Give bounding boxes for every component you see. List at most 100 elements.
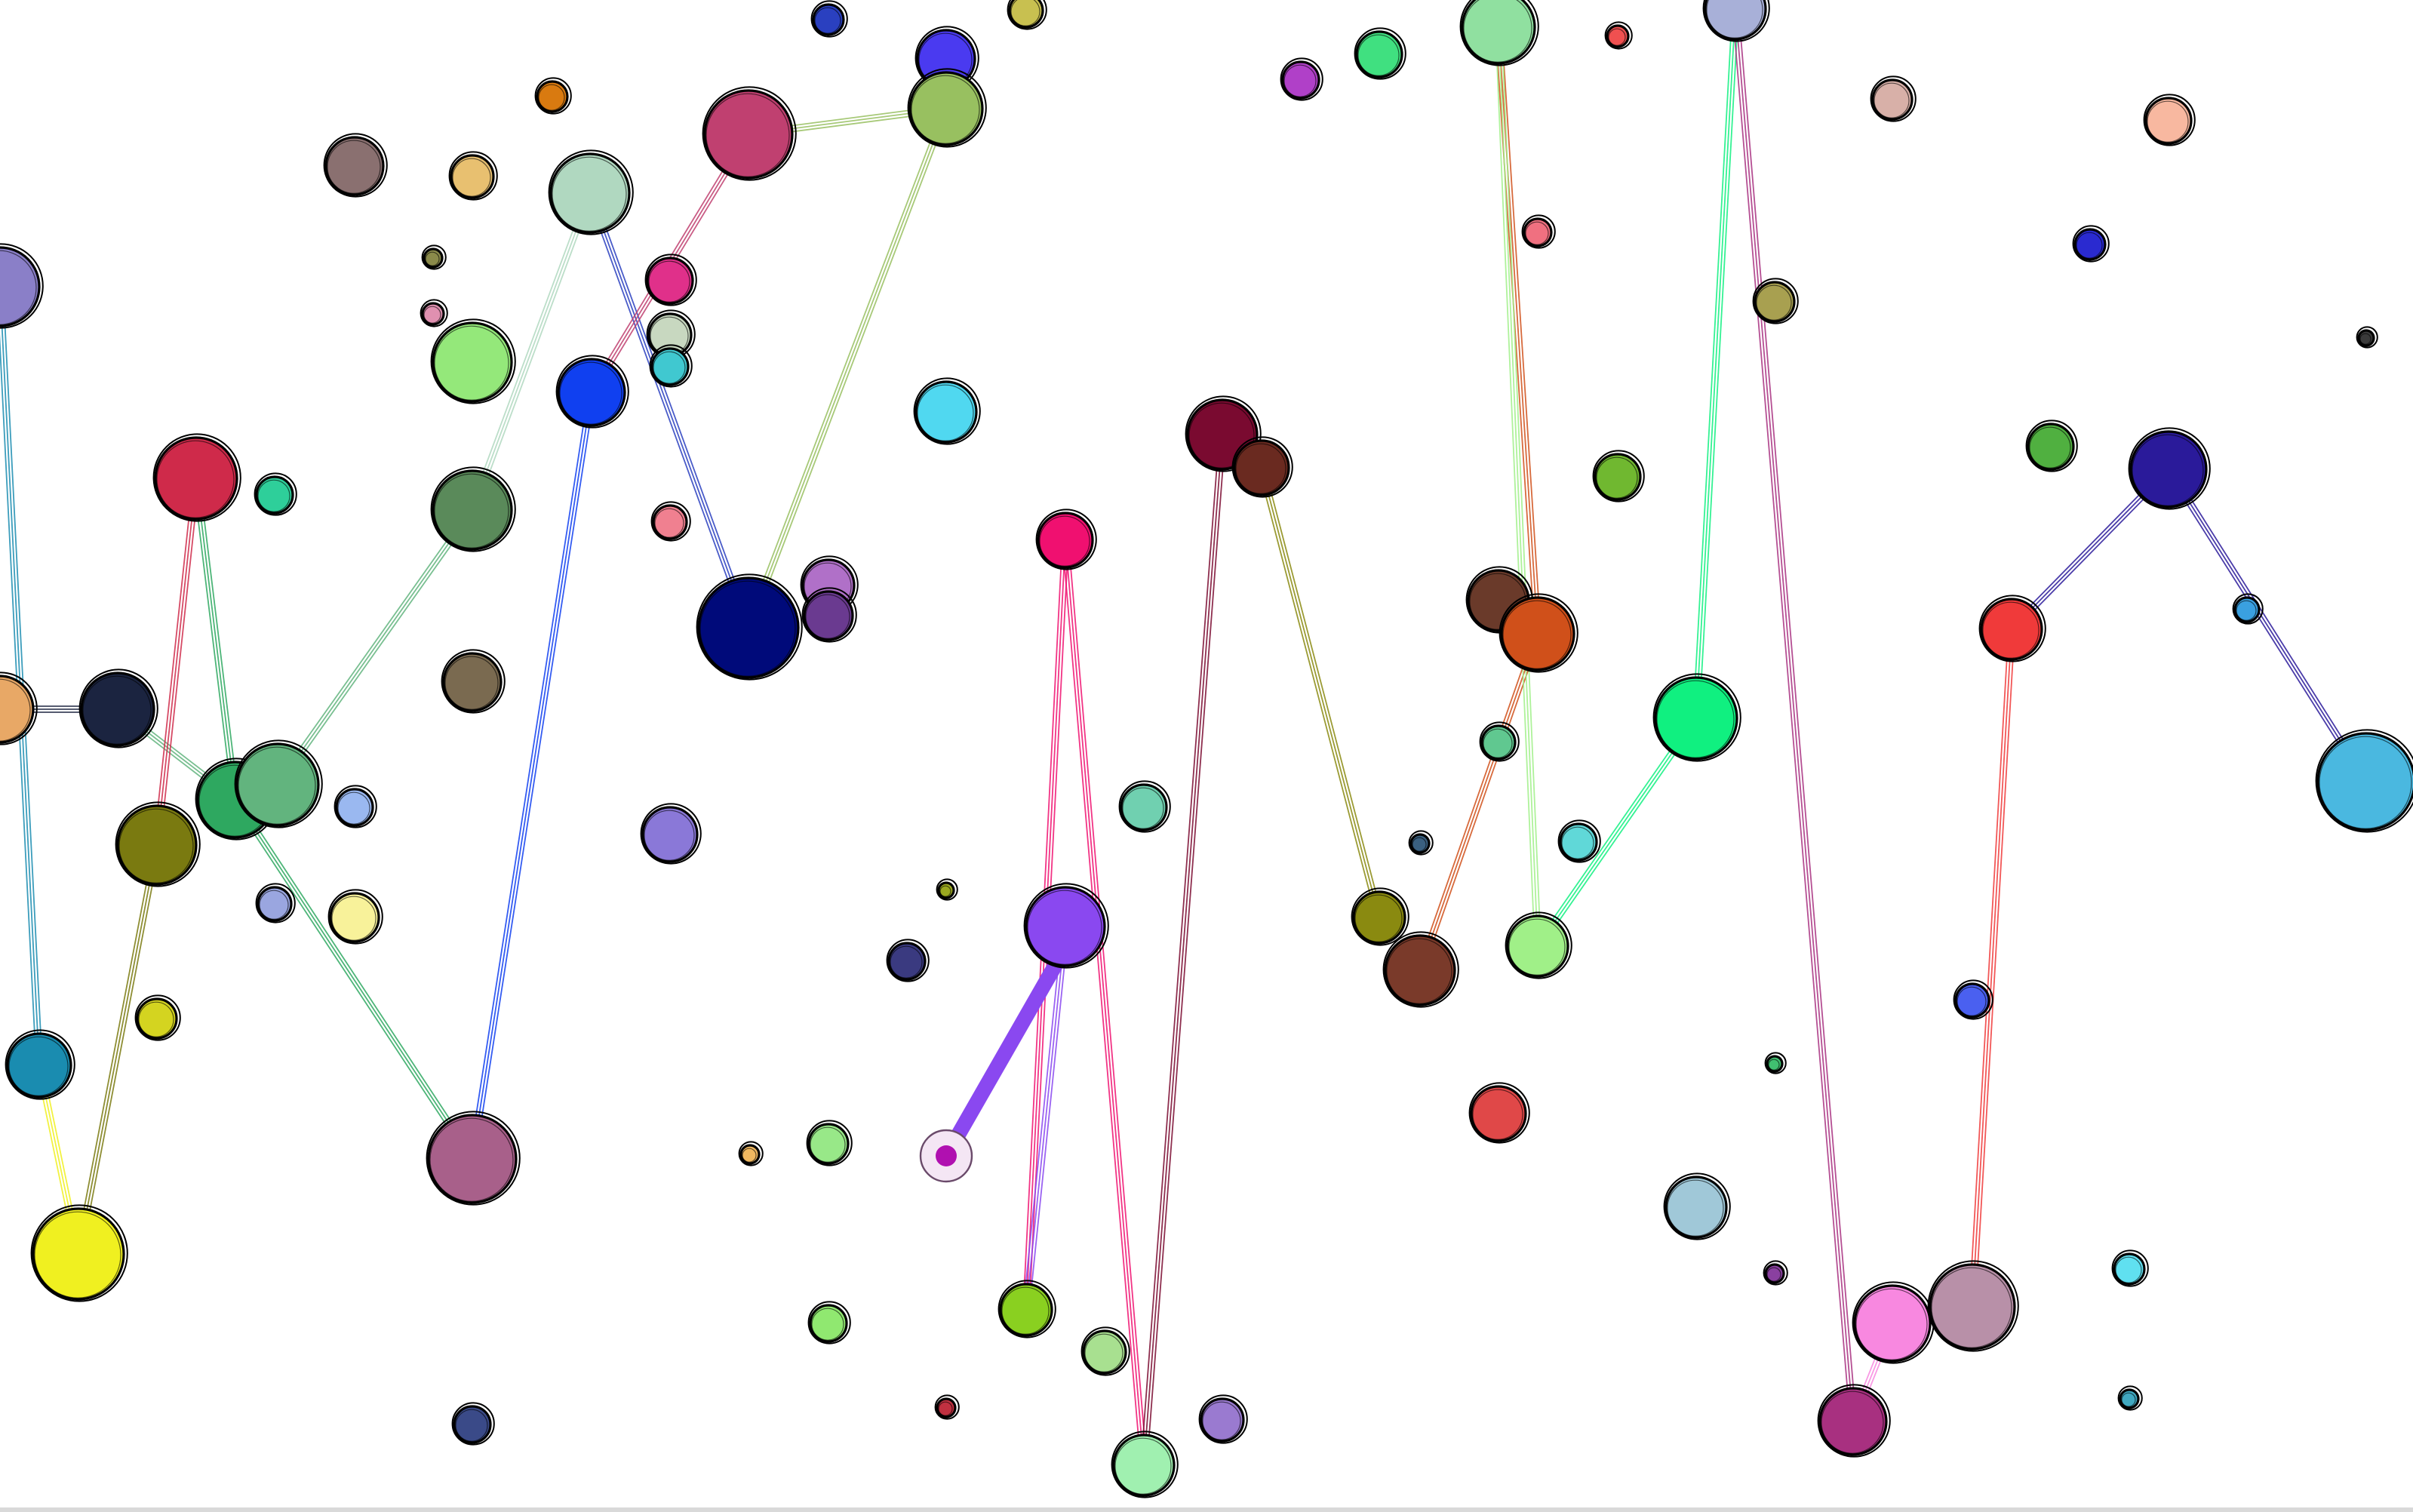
graph-node[interactable] xyxy=(254,472,297,516)
graph-node[interactable] xyxy=(913,377,981,445)
node-body[interactable] xyxy=(2073,228,2107,261)
node-body[interactable] xyxy=(2027,423,2075,471)
graph-node[interactable] xyxy=(448,151,498,201)
node-body[interactable] xyxy=(536,80,569,113)
node-body[interactable] xyxy=(335,788,374,827)
graph-node[interactable] xyxy=(78,668,158,748)
graph-node[interactable] xyxy=(1035,509,1097,570)
node-body[interactable] xyxy=(257,886,293,922)
node-body[interactable] xyxy=(914,380,978,444)
graph-node[interactable] xyxy=(810,0,848,38)
node-body[interactable] xyxy=(807,1123,850,1165)
graph-node[interactable] xyxy=(650,501,691,542)
node-body[interactable] xyxy=(1954,982,1990,1019)
graph-node[interactable] xyxy=(426,1111,521,1206)
graph-node[interactable] xyxy=(1752,278,1799,324)
graph-node[interactable] xyxy=(1702,0,1770,42)
graph-node[interactable] xyxy=(1927,1260,2019,1352)
graph-node[interactable] xyxy=(2111,1249,2149,1287)
node-body[interactable] xyxy=(697,576,800,679)
graph-node[interactable] xyxy=(1852,1281,1935,1364)
node-body[interactable] xyxy=(432,469,513,551)
graph-node[interactable] xyxy=(936,878,958,901)
node-body[interactable] xyxy=(1523,217,1553,247)
node-body[interactable] xyxy=(1008,0,1044,29)
node-body[interactable] xyxy=(329,892,380,943)
graph-node[interactable] xyxy=(534,77,572,115)
node-body[interactable] xyxy=(442,652,503,712)
graph-node[interactable] xyxy=(1557,819,1601,863)
node-body[interactable] xyxy=(809,1304,848,1343)
node-body[interactable] xyxy=(235,742,320,827)
graph-node[interactable] xyxy=(1499,593,1578,673)
node-body[interactable] xyxy=(1500,596,1575,671)
node-body[interactable] xyxy=(453,1405,492,1444)
graph-node[interactable] xyxy=(441,649,506,714)
node-body[interactable] xyxy=(646,257,694,305)
node-body[interactable] xyxy=(887,942,927,981)
node-body[interactable] xyxy=(1120,783,1168,831)
node-body[interactable] xyxy=(703,89,794,180)
node-body[interactable] xyxy=(1480,724,1517,761)
graph-node[interactable] xyxy=(1354,27,1406,80)
graph-node[interactable] xyxy=(934,1394,960,1420)
graph-node[interactable] xyxy=(2128,427,2211,510)
graph-node[interactable] xyxy=(1817,1384,1891,1458)
graph-node[interactable] xyxy=(234,739,323,828)
node-body[interactable] xyxy=(1384,934,1456,1006)
graph-node[interactable] xyxy=(886,939,930,982)
graph-node[interactable] xyxy=(1118,780,1171,833)
graph-node[interactable] xyxy=(1604,21,1633,50)
node-body[interactable] xyxy=(2144,97,2193,145)
graph-node[interactable] xyxy=(702,86,797,181)
graph-node[interactable] xyxy=(1521,214,1556,249)
graph-node[interactable] xyxy=(1280,57,1323,101)
node-body[interactable] xyxy=(1853,1284,1932,1363)
node-body[interactable] xyxy=(136,997,178,1040)
graph-node[interactable] xyxy=(255,883,296,923)
node-body[interactable] xyxy=(1461,0,1536,65)
node-body[interactable] xyxy=(2357,329,2375,347)
node-body[interactable] xyxy=(999,1283,1053,1337)
graph-node[interactable] xyxy=(30,1204,128,1302)
graph-node[interactable] xyxy=(2143,94,2196,146)
node-body[interactable] xyxy=(937,881,955,899)
node-body[interactable] xyxy=(812,3,845,36)
graph-node[interactable] xyxy=(430,466,516,552)
node-body[interactable] xyxy=(1470,1085,1527,1142)
graph-node[interactable] xyxy=(548,149,634,235)
node-body[interactable] xyxy=(1355,30,1403,78)
graph-node[interactable] xyxy=(1479,721,1520,762)
graph-node[interactable] xyxy=(738,1141,764,1166)
node-body[interactable] xyxy=(1704,0,1767,41)
graph-node[interactable] xyxy=(1764,1052,1787,1074)
graph-node[interactable] xyxy=(1763,1260,1788,1286)
graph-node[interactable] xyxy=(1468,1082,1530,1144)
node-body[interactable] xyxy=(1654,676,1738,761)
node-body[interactable] xyxy=(32,1207,125,1301)
node-body[interactable] xyxy=(1871,78,1913,121)
graph-node[interactable] xyxy=(2232,593,2264,625)
graph-node[interactable] xyxy=(5,1029,75,1100)
node-body[interactable] xyxy=(1233,439,1290,496)
graph-node[interactable] xyxy=(2025,419,2078,472)
node-body[interactable] xyxy=(549,152,631,234)
node-body[interactable] xyxy=(2316,732,2413,831)
node-body[interactable] xyxy=(1025,886,1106,967)
graph-node[interactable] xyxy=(1652,673,1741,762)
node-body[interactable] xyxy=(2129,430,2208,509)
graph-node[interactable] xyxy=(555,355,629,429)
graph-node[interactable] xyxy=(1198,1394,1248,1444)
node-body[interactable] xyxy=(432,321,513,403)
graph-node[interactable] xyxy=(334,785,377,828)
graph-node[interactable] xyxy=(2117,1385,2143,1411)
graph-node[interactable] xyxy=(451,1402,495,1446)
node-body[interactable] xyxy=(116,804,198,886)
node-body[interactable] xyxy=(1506,914,1569,978)
node-body[interactable] xyxy=(6,1032,72,1099)
graph-node[interactable] xyxy=(1023,883,1109,969)
node-body[interactable] xyxy=(324,136,385,196)
graph-node[interactable] xyxy=(1111,1431,1179,1498)
graph-node[interactable] xyxy=(115,801,201,887)
